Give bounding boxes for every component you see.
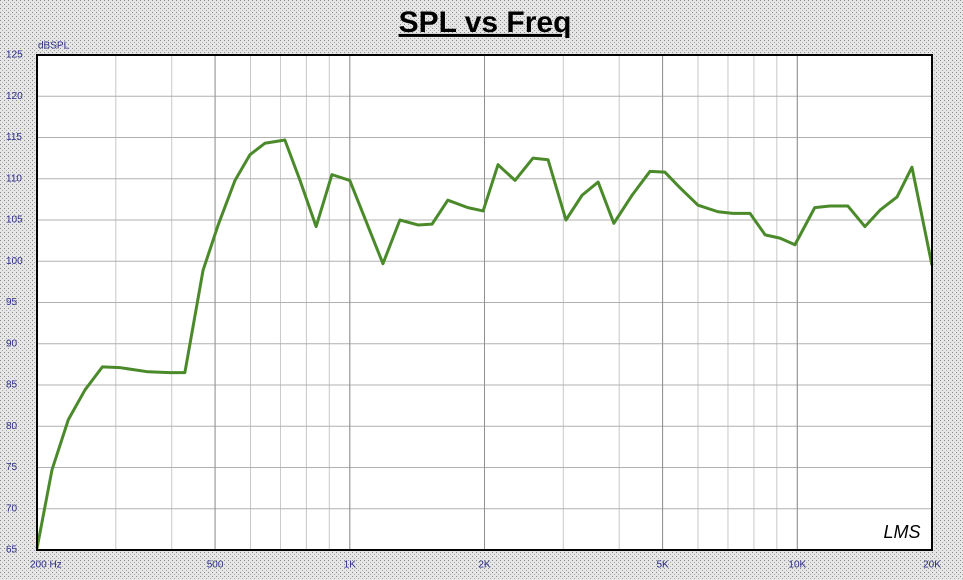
- plot-border: [36, 54, 933, 551]
- spl-line: [35, 138, 934, 549]
- y-tick-label: 95: [6, 297, 18, 308]
- grid: [36, 54, 933, 551]
- marks: [35, 138, 934, 549]
- x-tick-label: 10K: [788, 560, 806, 571]
- logo: LMS: [883, 522, 920, 542]
- y-tick-label: 115: [6, 132, 22, 143]
- y-tick-label: 85: [6, 380, 18, 391]
- x-tick-label: 2K: [478, 560, 491, 571]
- x-tick-label: 500: [207, 560, 224, 571]
- y-axis-label: dBSPL: [38, 41, 70, 52]
- y-tick-label: 90: [6, 338, 18, 349]
- y-tick-label: 65: [6, 545, 18, 556]
- y-tick-label: 110: [6, 173, 22, 184]
- y-tick-label: 105: [6, 215, 23, 226]
- x-tick-label: 200 Hz: [30, 560, 62, 571]
- x-tick-label: 5K: [656, 560, 669, 571]
- x-tick-label: 1K: [344, 560, 357, 571]
- y-tick-label: 80: [6, 421, 18, 432]
- y-tick-label: 100: [6, 256, 23, 267]
- y-tick-label: 125: [6, 50, 23, 61]
- y-tick-label: 120: [6, 91, 23, 102]
- chart-title: SPL vs Freq: [399, 6, 572, 39]
- x-tick-label: 20K: [923, 560, 941, 571]
- y-tick-label: 75: [6, 462, 18, 473]
- y-tick-label: 70: [6, 503, 18, 514]
